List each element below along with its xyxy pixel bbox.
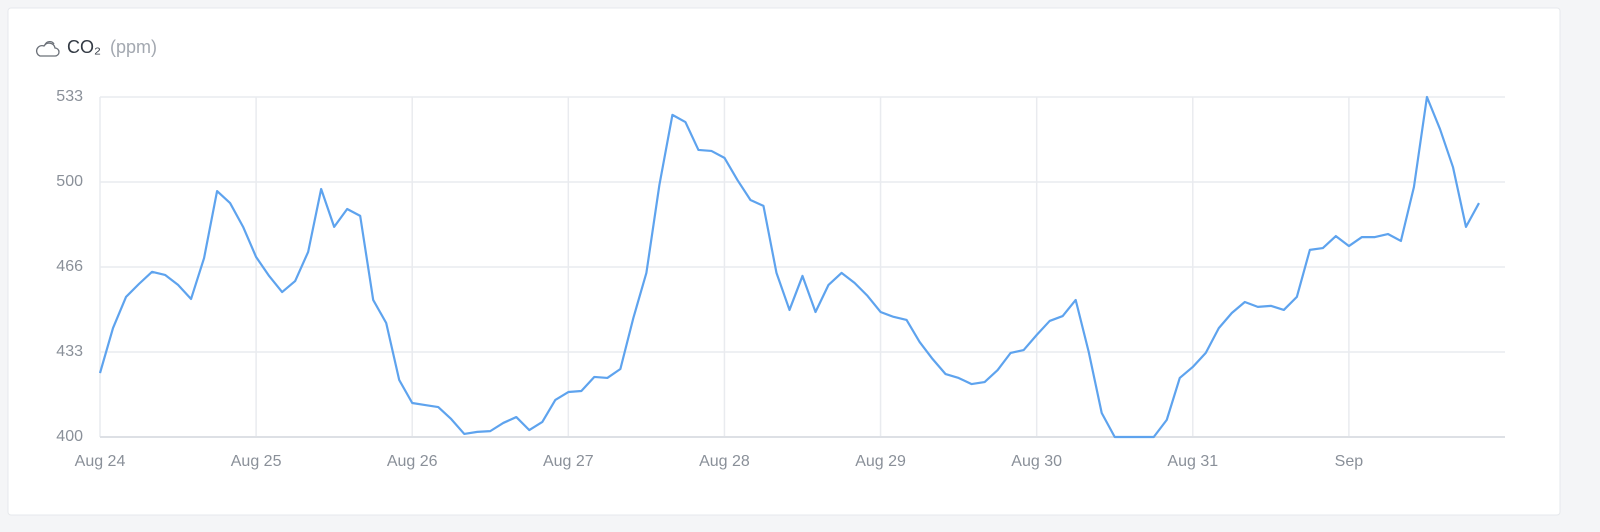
x-tick-label: Aug 27 [543, 453, 594, 470]
y-tick-label: 433 [56, 343, 83, 360]
x-tick-label: Aug 30 [1011, 453, 1062, 470]
y-tick-label: 400 [56, 428, 83, 445]
co2-line [98, 95, 1480, 439]
x-tick-label: Aug 26 [387, 453, 438, 470]
card [7, 7, 1561, 516]
x-tick-label: Aug 31 [1167, 453, 1218, 470]
y-tick-label: 533 [56, 88, 83, 105]
x-tick-label: Sep [1335, 453, 1364, 470]
chart-title: CO₂ [67, 37, 101, 57]
cloud-icon [36, 40, 60, 57]
unit: (ppm) [110, 37, 157, 57]
y-tick-label: 466 [56, 258, 83, 275]
x-tick-label: Aug 28 [699, 453, 750, 470]
x-tick-label: Aug 24 [75, 453, 126, 470]
y-tick-label: 500 [56, 173, 83, 190]
x-tick-label: Aug 25 [231, 453, 282, 470]
x-tick-label: Aug 29 [855, 453, 906, 470]
